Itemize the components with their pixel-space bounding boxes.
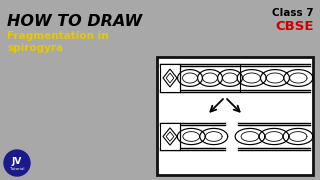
Text: JV: JV: [12, 156, 22, 165]
Text: HOW TO DRAW: HOW TO DRAW: [7, 14, 142, 29]
Text: CBSE: CBSE: [276, 20, 314, 33]
Bar: [238, 123, 310, 150]
Bar: [160, 64, 180, 92]
Text: Class 7: Class 7: [272, 8, 314, 18]
Bar: [160, 123, 180, 150]
Text: Fragmentation in
spirogyra: Fragmentation in spirogyra: [7, 31, 108, 53]
Bar: [160, 64, 310, 92]
Text: Tutorial: Tutorial: [10, 166, 24, 170]
Bar: [160, 123, 225, 150]
Circle shape: [4, 150, 30, 176]
Bar: [157, 57, 313, 175]
